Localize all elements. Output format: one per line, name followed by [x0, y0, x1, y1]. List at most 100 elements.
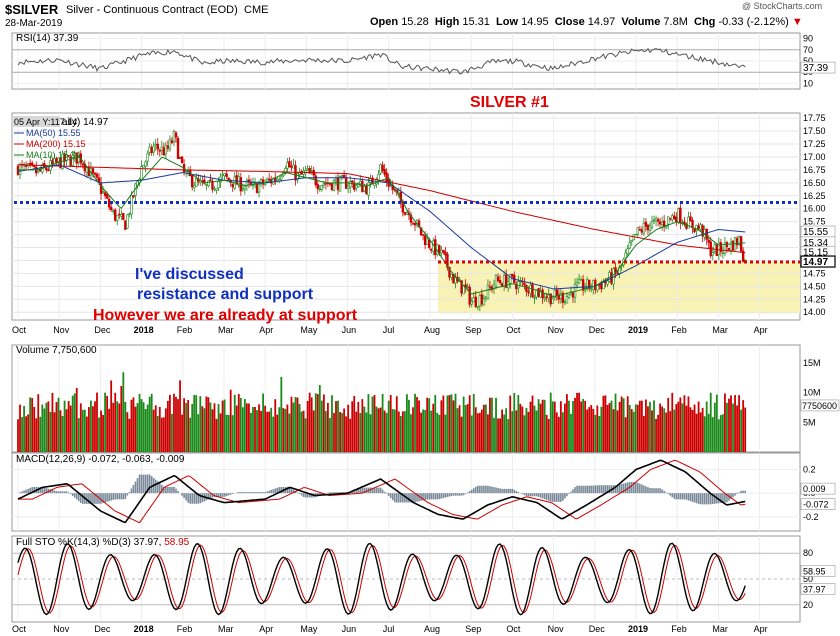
macd-histogram-bar — [637, 482, 639, 494]
macd-histogram-bar — [144, 474, 147, 494]
volume-bar — [128, 418, 131, 452]
candle-body — [190, 175, 194, 188]
volume-bar — [118, 403, 121, 452]
candle-body — [105, 194, 109, 199]
candle-body — [517, 281, 520, 289]
macd-histogram-bar — [665, 492, 667, 494]
candle-body — [51, 160, 54, 164]
volume-bar — [734, 395, 736, 452]
macd-histogram-bar — [308, 493, 311, 498]
volume-bar — [201, 406, 204, 452]
candle-body — [644, 221, 648, 227]
candle-body — [403, 212, 407, 215]
macd-histogram-bar — [616, 484, 619, 494]
candle-body — [575, 282, 579, 286]
date-tick-label: Sep — [465, 624, 481, 634]
volume-bar — [158, 407, 161, 452]
volume-bar — [468, 395, 471, 452]
candle-body — [316, 184, 319, 189]
candle-body — [715, 244, 719, 257]
volume-bar — [349, 418, 352, 452]
volume-bar — [345, 416, 348, 452]
macd-histogram-bar — [428, 493, 430, 500]
candle-body — [146, 152, 149, 162]
volume-bar — [63, 400, 66, 452]
volume-bar — [219, 413, 222, 452]
macd-histogram-bar — [75, 493, 78, 500]
date-tick-label: Apr — [259, 325, 273, 335]
date-tick-label: May — [300, 325, 318, 335]
volume-bar — [602, 395, 605, 452]
volume-bar — [302, 410, 305, 452]
macd-histogram-bar — [47, 488, 50, 494]
volume-bar — [604, 395, 607, 452]
macd-histogram-bar — [41, 486, 44, 494]
volume-bar — [274, 399, 277, 452]
date-tick-label: Oct — [506, 325, 521, 335]
volume-bar — [713, 402, 716, 452]
macd-histogram-bar — [219, 493, 222, 497]
macd-histogram-bar — [229, 493, 232, 495]
candle-body — [318, 188, 322, 190]
macd-tick-label: 0.2 — [803, 465, 816, 475]
volume-bar — [693, 404, 696, 452]
volume-bar — [142, 402, 145, 452]
candle-body — [336, 177, 340, 191]
volume-bar — [243, 399, 246, 452]
rsi-tick-label: 50 — [803, 56, 813, 66]
macd-histogram-bar — [487, 485, 489, 494]
volume-bar — [187, 400, 190, 452]
volume-bar — [535, 410, 538, 452]
volume-bar — [711, 417, 714, 452]
volume-bar — [438, 414, 441, 452]
macd-histogram-bar — [592, 485, 595, 494]
volume-bar — [329, 418, 331, 452]
candle-body — [91, 168, 95, 174]
volume-bar — [434, 395, 437, 452]
candle-body — [170, 140, 174, 144]
candle-body — [427, 239, 431, 248]
candle-body — [671, 215, 674, 221]
volume-bar — [239, 397, 242, 452]
price-tick-label: 17.25 — [803, 139, 826, 149]
macd-histogram-bar — [158, 483, 161, 494]
candle-body — [267, 178, 271, 181]
candle-body — [543, 297, 546, 300]
volume-bar — [260, 410, 262, 452]
volume-bar — [383, 410, 386, 452]
macd-histogram-bar — [620, 483, 623, 494]
macd-histogram-bar — [306, 493, 309, 498]
volume-bar — [466, 404, 469, 452]
volume-bar — [282, 408, 285, 452]
candle-body — [699, 224, 702, 230]
volume-bar — [39, 416, 42, 452]
volume-bar — [351, 401, 354, 452]
volume-bar — [114, 392, 117, 452]
volume-bar — [651, 410, 653, 452]
volume-bar — [67, 401, 70, 452]
macd-histogram-bar — [142, 474, 145, 494]
volume-bar — [223, 399, 226, 452]
macd-histogram-bar — [183, 493, 185, 499]
macd-histogram-bar — [235, 492, 238, 494]
date-tick-label: Feb — [177, 325, 193, 335]
macd-histogram-bar — [185, 493, 187, 501]
volume-bar — [450, 394, 453, 452]
macd-histogram-bar — [369, 487, 372, 494]
volume-bar — [541, 399, 544, 452]
candle-body — [81, 163, 85, 166]
date-tick-label: May — [300, 624, 318, 634]
candle-body — [164, 145, 168, 155]
candle-body — [107, 198, 111, 208]
candle-body — [650, 220, 654, 228]
date-tick-label: Dec — [94, 624, 111, 634]
volume-bar — [606, 405, 609, 452]
macd-histogram-bar — [489, 486, 491, 494]
candle-body — [531, 284, 534, 298]
macd-histogram-bar — [517, 491, 520, 494]
candle-body — [365, 185, 368, 195]
candle-body — [203, 179, 206, 184]
macd-histogram-bar — [73, 493, 76, 498]
volume-bar — [379, 407, 382, 452]
macd-histogram-bar — [246, 492, 248, 494]
